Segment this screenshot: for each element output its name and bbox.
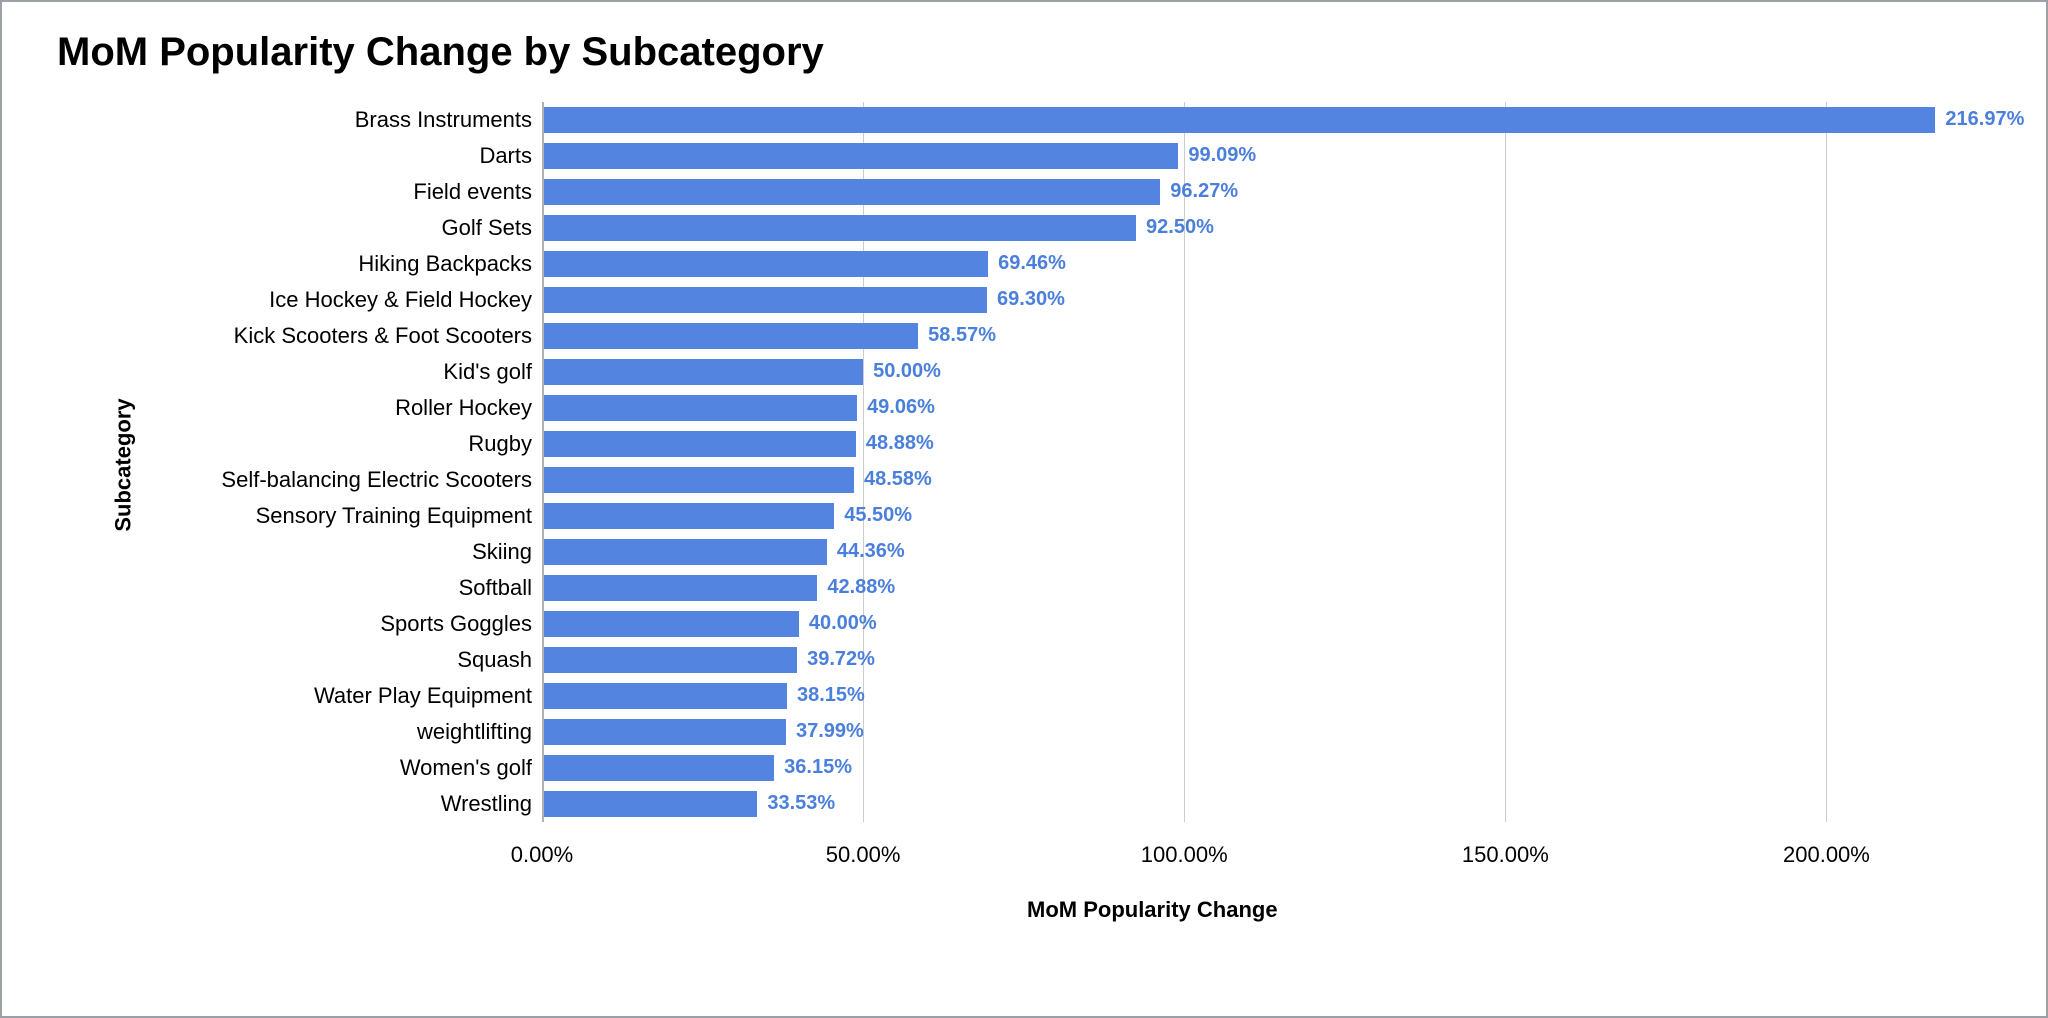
- category-label: Brass Instruments: [355, 107, 532, 133]
- category-label: Sensory Training Equipment: [256, 503, 532, 529]
- value-label: 36.15%: [784, 756, 852, 779]
- value-label: 69.30%: [997, 288, 1065, 311]
- category-label: Kick Scooters & Foot Scooters: [234, 323, 532, 349]
- value-label: 45.50%: [844, 504, 912, 527]
- gridline: [1184, 102, 1185, 822]
- bar: [542, 287, 987, 313]
- value-label: 39.72%: [807, 648, 875, 671]
- bar: [542, 719, 786, 745]
- category-label: Field events: [413, 179, 532, 205]
- x-tick-label: 150.00%: [1462, 842, 1549, 868]
- y-axis-line: [542, 102, 544, 822]
- x-tick-label: 200.00%: [1783, 842, 1870, 868]
- category-label: Kid's golf: [443, 359, 532, 385]
- category-label: Ice Hockey & Field Hockey: [269, 287, 532, 313]
- value-label: 44.36%: [837, 540, 905, 563]
- bar: [542, 683, 787, 709]
- bar: [542, 359, 863, 385]
- category-label: Women's golf: [400, 755, 532, 781]
- category-label: Sports Goggles: [380, 611, 532, 637]
- category-label: Skiing: [472, 539, 532, 565]
- bar: [542, 251, 988, 277]
- category-label: Rugby: [468, 431, 532, 457]
- value-label: 40.00%: [809, 612, 877, 635]
- bar: [542, 323, 918, 349]
- value-label: 48.58%: [864, 468, 932, 491]
- category-label: Softball: [459, 575, 532, 601]
- category-label: Wrestling: [441, 791, 532, 817]
- x-tick-label: 50.00%: [826, 842, 901, 868]
- plot-area: Subcategory MoM Popularity Change 0.00%5…: [157, 97, 1987, 917]
- gridline: [863, 102, 864, 822]
- category-label: Water Play Equipment: [314, 683, 532, 709]
- chart-frame: MoM Popularity Change by Subcategory Sub…: [0, 0, 2048, 1018]
- bar: [542, 215, 1136, 241]
- bar: [542, 647, 797, 673]
- value-label: 38.15%: [797, 684, 865, 707]
- category-label: Golf Sets: [442, 215, 532, 241]
- bar: [542, 575, 817, 601]
- x-tick-label: 100.00%: [1141, 842, 1228, 868]
- category-label: Darts: [479, 143, 532, 169]
- x-axis-label: MoM Popularity Change: [1027, 897, 1278, 923]
- category-label: Hiking Backpacks: [358, 251, 532, 277]
- value-label: 96.27%: [1170, 180, 1238, 203]
- bar: [542, 539, 827, 565]
- value-label: 216.97%: [1945, 108, 2024, 131]
- category-label: Roller Hockey: [395, 395, 532, 421]
- category-label: weightlifting: [417, 719, 532, 745]
- value-label: 49.06%: [867, 396, 935, 419]
- gridline: [1505, 102, 1506, 822]
- category-label: Squash: [457, 647, 532, 673]
- value-label: 92.50%: [1146, 216, 1214, 239]
- gridline: [1826, 102, 1827, 822]
- bar: [542, 503, 834, 529]
- bar: [542, 755, 774, 781]
- value-label: 69.46%: [998, 252, 1066, 275]
- value-label: 42.88%: [827, 576, 895, 599]
- value-label: 99.09%: [1188, 144, 1256, 167]
- y-axis-label: Subcategory: [111, 398, 137, 531]
- bar: [542, 791, 757, 817]
- value-label: 33.53%: [767, 792, 835, 815]
- value-label: 37.99%: [796, 720, 864, 743]
- bar: [542, 107, 1935, 133]
- bar: [542, 395, 857, 421]
- bar: [542, 431, 856, 457]
- bar: [542, 143, 1178, 169]
- chart-title: MoM Popularity Change by Subcategory: [57, 30, 824, 75]
- bar: [542, 179, 1160, 205]
- x-tick-label: 0.00%: [511, 842, 573, 868]
- value-label: 48.88%: [866, 432, 934, 455]
- value-label: 50.00%: [873, 360, 941, 383]
- category-label: Self-balancing Electric Scooters: [221, 467, 532, 493]
- bar: [542, 611, 799, 637]
- value-label: 58.57%: [928, 324, 996, 347]
- bar: [542, 467, 854, 493]
